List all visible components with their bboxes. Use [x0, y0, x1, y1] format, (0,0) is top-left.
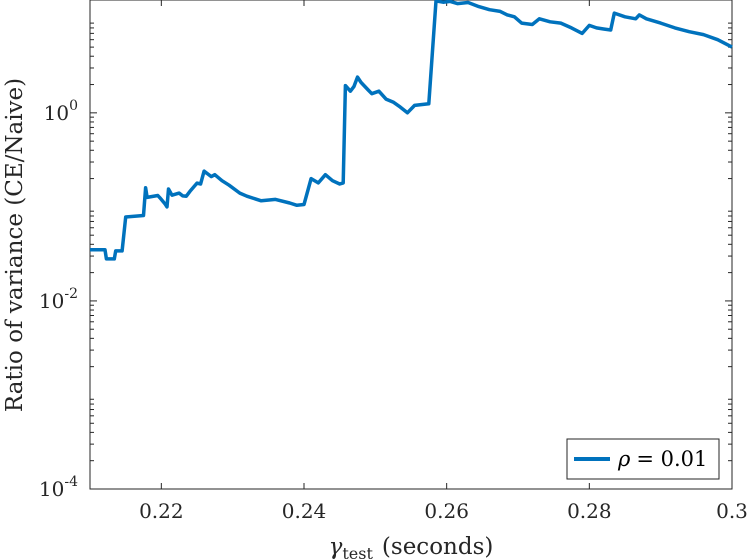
- y-tick-label: 10-2: [39, 286, 78, 313]
- legend-symbol: ρ: [617, 447, 631, 471]
- y-axis-label: Ratio of variance (CE/Naive): [2, 78, 28, 412]
- series-layer: [90, 0, 733, 261]
- x-axis-label-symbol: γ: [329, 534, 343, 560]
- legend-label: ρ = 0.01: [617, 447, 707, 471]
- x-tick-label: 0.24: [282, 499, 327, 523]
- legend: ρ = 0.01: [566, 438, 720, 480]
- legend-value: = 0.01: [636, 447, 707, 471]
- plot-area: [89, 0, 733, 490]
- y-tick-label: 10-4: [39, 474, 78, 501]
- x-axis-label-rest: (seconds): [382, 534, 493, 560]
- x-axis-label: γtest (seconds): [329, 534, 494, 560]
- y-tick-label: 100: [44, 98, 78, 125]
- x-tick-labels: 0.22 0.24 0.26 0.28 0.3: [139, 499, 747, 523]
- y-tick-labels: 10-4 10-2 100: [39, 98, 78, 501]
- x-tick-label: 0.3: [716, 499, 747, 523]
- x-axis-label-subscript: test: [342, 544, 373, 560]
- x-tick-label: 0.28: [567, 499, 612, 523]
- axis-ticks: [90, 0, 733, 490]
- x-tick-label: 0.22: [139, 499, 184, 523]
- plot-frame: [89, 0, 733, 490]
- series-line: [90, 0, 733, 261]
- x-tick-label: 0.26: [424, 499, 469, 523]
